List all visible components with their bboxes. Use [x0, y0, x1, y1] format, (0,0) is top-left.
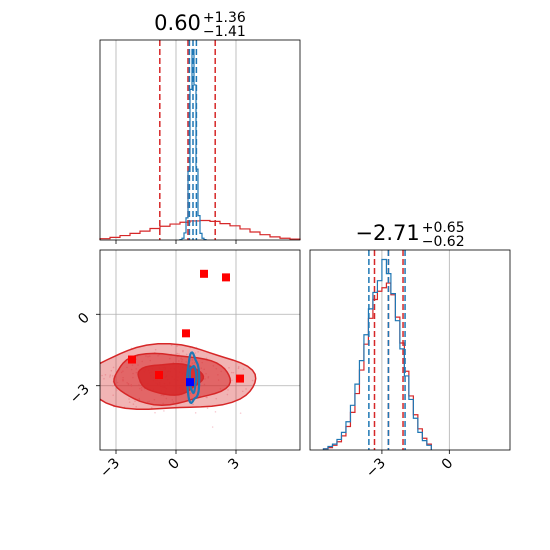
- histogram-param-0-title-median: 0.60: [154, 11, 201, 35]
- joint-sample-point: [228, 366, 230, 369]
- joint-sample-point: [92, 378, 94, 380]
- histogram-param-1-title: −2.71: [355, 221, 419, 245]
- joint-sample-point: [251, 379, 254, 382]
- histogram-param-1-title-upper-error: +0.65: [422, 220, 465, 236]
- joint-sample-point: [110, 369, 113, 372]
- joint-sample-point: [194, 412, 197, 414]
- histogram-1-x-tick-label-0: −3: [363, 455, 389, 481]
- joint-sample-point: [115, 389, 118, 392]
- joint-sample-point: [111, 384, 114, 387]
- joint-sample-point: [132, 403, 135, 405]
- histogram-param-0-marks: [99, 40, 301, 241]
- histogram-param-1-frame: [309, 249, 511, 451]
- joint-sample-point: [192, 403, 194, 406]
- joint-sample-point: [231, 379, 233, 382]
- joint-sample-point: [101, 374, 103, 377]
- joint-sample-point: [239, 412, 242, 414]
- joint-x-tick-label-2: 3: [225, 455, 243, 473]
- joint-sample-point: [232, 371, 235, 374]
- joint-sample-point: [226, 393, 229, 396]
- histogram-param-1-marks: [322, 250, 432, 450]
- histogram-1-x-tick-label-1: 0: [439, 455, 457, 473]
- joint-sample-point: [185, 353, 188, 356]
- joint-sample-point: [194, 352, 197, 354]
- histogram-param-1-title-lower-error: −0.62: [422, 234, 465, 250]
- joint-sample-point: [111, 375, 114, 377]
- histogram-param-1-x-ticks: −3 0: [363, 450, 456, 481]
- joint-sample-point: [206, 407, 209, 410]
- joint-marker-4: [222, 273, 230, 282]
- joint-grid: [100, 250, 300, 450]
- joint-sample-point: [135, 405, 137, 408]
- joint-marker-1: [155, 371, 163, 379]
- joint-sample-point: [215, 397, 218, 400]
- histogram-1-series-1-steps: [322, 258, 432, 450]
- histogram-param-0-frame: [99, 39, 301, 241]
- joint-sample-point: [227, 389, 229, 391]
- joint-marker-2: [182, 329, 190, 338]
- joint-marker-3: [200, 269, 208, 278]
- joint-sample-point: [214, 411, 217, 413]
- histogram-param-1-title-median: −2.71: [355, 221, 419, 245]
- joint-sample-point: [178, 353, 180, 355]
- joint-sample-point: [103, 377, 105, 380]
- joint-sample-point: [211, 426, 214, 428]
- joint-sample-point: [109, 374, 112, 376]
- joint-sample-point: [197, 351, 199, 353]
- joint-sample-point: [163, 410, 165, 412]
- joint-sample-point: [242, 368, 245, 370]
- joint-sample-point: [237, 367, 240, 370]
- histogram-param-0-title-upper-error: +1.36: [203, 10, 246, 26]
- joint-frame: [99, 249, 301, 451]
- joint-sample-point: [104, 373, 107, 376]
- joint-sample-point: [245, 388, 247, 390]
- joint-sample-point: [112, 394, 114, 396]
- histogram-param-0-title: 0.60: [154, 11, 201, 35]
- joint-truth-marker: [186, 378, 194, 387]
- joint-sample-point: [182, 349, 184, 352]
- histogram-param-0-title-lower-error: −1.41: [203, 24, 246, 40]
- joint-sample-point: [109, 376, 111, 378]
- joint-y-tick-label-0: 0: [75, 310, 93, 328]
- histogram-param-1-grid: [381, 250, 450, 450]
- joint-marks: [92, 269, 257, 428]
- joint-x-ticks: −3 0 3: [97, 450, 243, 481]
- joint-contour-panel: −3 0 3 0 −3: [67, 249, 301, 481]
- histogram-panel-param-1: −3 0 −2.71 +0.65 −0.62: [309, 220, 511, 481]
- joint-sample-point: [134, 400, 136, 403]
- histogram-panel-param-0: 0.60 +1.36 −1.41: [99, 10, 301, 244]
- joint-sample-point: [112, 366, 115, 369]
- joint-sample-point: [154, 411, 156, 414]
- joint-marker-5: [236, 374, 244, 383]
- joint-sample-point: [176, 352, 179, 355]
- joint-sample-point: [128, 398, 130, 400]
- joint-sample-point: [128, 401, 131, 403]
- histogram-param-0-x-ticks: [115, 240, 237, 244]
- joint-sample-point: [230, 371, 233, 374]
- joint-sample-point: [170, 344, 173, 347]
- joint-x-tick-label-1: 0: [165, 455, 183, 473]
- joint-sample-point: [237, 366, 240, 368]
- joint-marker-0: [128, 355, 136, 364]
- joint-sample-point: [206, 396, 208, 399]
- joint-sample-point: [176, 345, 178, 347]
- joint-x-tick-label-0: −3: [97, 455, 123, 481]
- joint-y-ticks: 0 −3: [67, 310, 100, 407]
- joint-sample-point: [241, 390, 244, 393]
- joint-y-tick-label-1: −3: [67, 381, 93, 407]
- joint-sample-point: [154, 348, 157, 351]
- histogram-param-0-grid: [115, 40, 237, 240]
